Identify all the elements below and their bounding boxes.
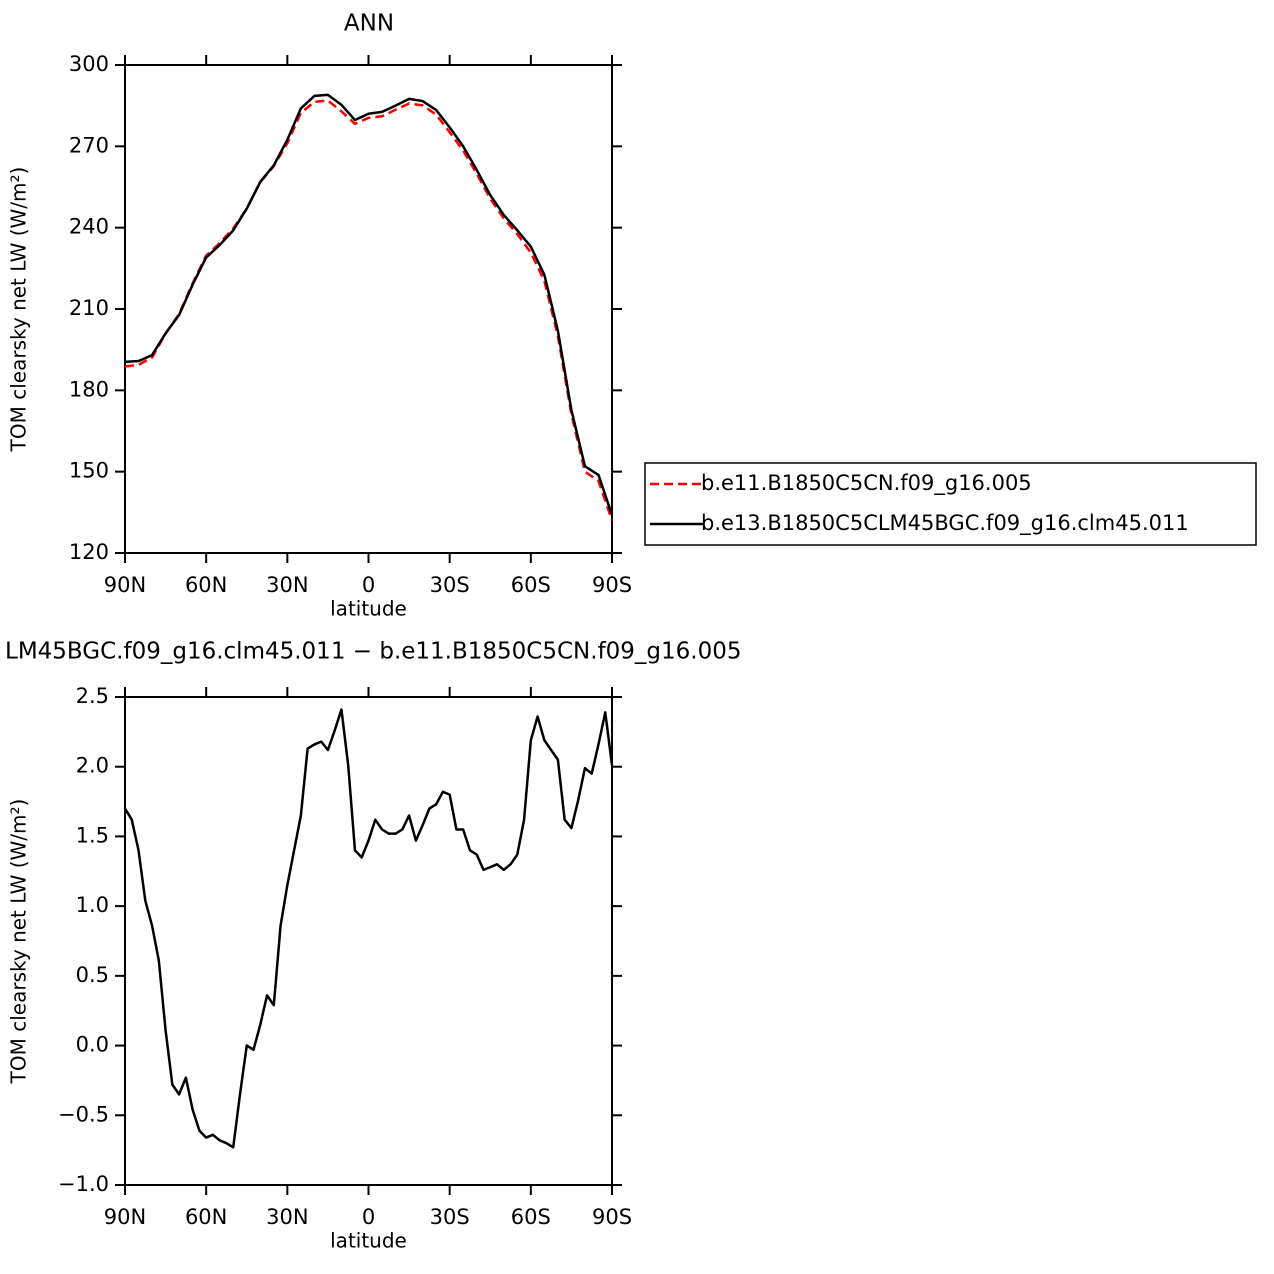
- y-tick-label: 1.5: [76, 823, 109, 847]
- x-tick-label: 60S: [511, 1205, 551, 1229]
- y-tick-label: 0.5: [76, 963, 109, 987]
- x-tick-label: 0: [362, 1205, 375, 1229]
- legend-label: b.e13.B1850C5CLM45BGC.f09_g16.clm45.011: [701, 511, 1189, 536]
- x-tick-label: 90S: [592, 573, 632, 597]
- x-tick-label: 60N: [185, 1205, 227, 1229]
- x-tick-label: 0: [362, 573, 375, 597]
- y-tick-label: 270: [69, 133, 109, 157]
- x-tick-label: 30S: [430, 1205, 470, 1229]
- chart-title: ANN: [344, 11, 394, 37]
- x-tick-label: 90N: [104, 1205, 146, 1229]
- y-tick-label: 150: [69, 459, 109, 483]
- x-tick-label: 30S: [430, 573, 470, 597]
- y-tick-label: 1.0: [76, 893, 109, 917]
- y-tick-label: 210: [69, 296, 109, 320]
- y-axis-label: TOM clearsky net LW (W/m²): [7, 167, 31, 453]
- y-tick-label: 240: [69, 215, 109, 239]
- data-line: [124, 99, 614, 521]
- data-line: [124, 93, 614, 516]
- y-tick-label: −0.5: [58, 1102, 109, 1126]
- x-tick-label: 30N: [266, 1205, 308, 1229]
- x-tick-label: 90S: [592, 1205, 632, 1229]
- y-tick-label: −1.0: [58, 1172, 109, 1196]
- y-tick-label: 2.0: [76, 754, 109, 778]
- y-tick-label: 300: [69, 52, 109, 76]
- x-axis-label: latitude: [330, 597, 407, 621]
- x-tick-label: 90N: [104, 573, 146, 597]
- x-tick-label: 60S: [511, 573, 551, 597]
- x-tick-label: 30N: [266, 573, 308, 597]
- y-tick-label: 180: [69, 377, 109, 401]
- y-axis-label: TOM clearsky net LW (W/m²): [7, 799, 31, 1085]
- legend-label: b.e11.B1850C5CN.f09_g16.005: [701, 471, 1032, 496]
- plot-frame: [124, 696, 613, 1186]
- y-tick-label: 0.0: [76, 1033, 109, 1057]
- legend-box: [644, 462, 1257, 546]
- y-tick-label: 2.5: [76, 684, 109, 708]
- plot-frame: [124, 64, 613, 554]
- x-axis-label: latitude: [330, 1229, 407, 1253]
- y-tick-label: 120: [69, 540, 109, 564]
- x-tick-label: 60N: [185, 573, 227, 597]
- data-line: [123, 708, 614, 1149]
- chart-title: LM45BGC.f09_g16.clm45.011 − b.e11.B1850C…: [5, 639, 742, 665]
